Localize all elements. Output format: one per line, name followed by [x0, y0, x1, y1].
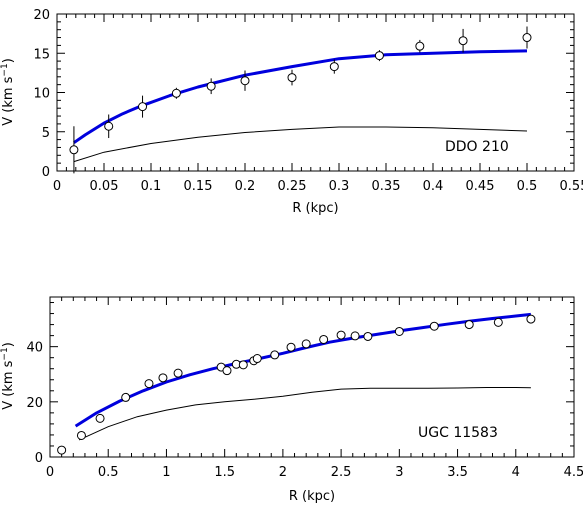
baryonic-curve: [73, 126, 528, 163]
data-point: [173, 368, 183, 378]
x-tick-label: 0: [53, 179, 61, 194]
data-point: [287, 73, 297, 83]
data-point: [493, 317, 503, 327]
x-tick-label: 0.55: [560, 179, 583, 194]
y-axis-title: V (km s−1): [0, 58, 16, 126]
x-tick-label: 1.5: [214, 465, 235, 480]
data-point: [319, 334, 329, 344]
x-tick-label: 0.45: [466, 179, 495, 194]
y-tick-label: 0: [42, 165, 50, 180]
data-point: [138, 102, 148, 112]
data-point: [240, 76, 250, 86]
data-point: [104, 121, 114, 131]
data-point: [522, 33, 532, 43]
data-point: [252, 354, 262, 364]
data-point: [144, 379, 154, 389]
data-point: [464, 320, 474, 330]
data-point: [69, 145, 79, 155]
x-tick-label: 0.3: [329, 179, 350, 194]
y-axis-title-close: ): [1, 58, 16, 63]
data-point: [374, 51, 384, 61]
x-tick-label: 0.2: [235, 179, 256, 194]
data-point: [121, 392, 131, 402]
data-point: [526, 314, 536, 324]
x-tick-label: 4.5: [564, 465, 583, 480]
galaxy-label: UGC 11583: [418, 425, 498, 441]
panel-ddo-210: 0 0.05 0.1 0.15 0.2 0.25 0.3 0.35 0.4 0.45 0.5 0.55…: [0, 8, 583, 216]
data-point: [415, 41, 425, 51]
y-tick-label: 40: [26, 341, 43, 356]
x-tick-label: 3.5: [447, 465, 468, 480]
y-tick-label: 0: [35, 451, 43, 466]
y-axis-title-close: ): [1, 342, 16, 347]
data-point: [336, 330, 346, 340]
y-tick-label: 5: [42, 126, 50, 141]
data-point: [429, 321, 439, 331]
panel-ugc-11583: 0 0.5 1 1.5 2 2.5 3 3.5 4 4.5 0 20 40 R (kpc) V (km s−…: [0, 296, 583, 504]
data-point: [76, 430, 86, 440]
data-point: [458, 36, 468, 46]
x-tick-label: 0.05: [90, 179, 119, 194]
x-tick-label: 0.1: [141, 179, 162, 194]
data-point: [329, 62, 339, 72]
data-point: [158, 373, 168, 383]
data-point: [222, 366, 232, 376]
data-point: [286, 342, 296, 352]
y-axis-title: V (km s−1): [0, 342, 16, 410]
model-fit-curve: [74, 312, 532, 428]
x-axis-title: R (kpc): [289, 489, 335, 504]
x-tick-label: 2.5: [331, 465, 352, 480]
data-point: [301, 339, 311, 349]
y-axis-title-main: V (km s: [1, 76, 16, 125]
x-tick-label: 1: [162, 465, 170, 480]
data-point: [350, 331, 360, 341]
y-axis-title-superscript: −1: [0, 347, 10, 360]
x-tick-label: 0.4: [423, 179, 444, 194]
x-tick-label: 2: [279, 465, 287, 480]
x-tick-label: 0.25: [278, 179, 307, 194]
x-tick-label: 0.15: [184, 179, 213, 194]
x-tick-label: 4: [512, 465, 520, 480]
plot-frame: [49, 296, 575, 458]
data-point: [95, 413, 105, 423]
y-tick-label: 20: [33, 8, 50, 23]
data-point: [238, 360, 248, 370]
galaxy-label: DDO 210: [445, 139, 509, 155]
data-point: [57, 445, 67, 455]
x-tick-label: 0.5: [517, 179, 538, 194]
y-axis-title-main: V (km s: [1, 360, 16, 409]
x-tick-label: 0.35: [372, 179, 401, 194]
baryonic-curve: [78, 387, 531, 441]
data-point: [171, 88, 181, 98]
x-axis-title: R (kpc): [292, 201, 338, 216]
data-point: [270, 350, 280, 360]
y-axis-title-superscript: −1: [0, 63, 10, 76]
x-tick-label: 0.5: [98, 465, 119, 480]
data-point: [363, 331, 373, 341]
data-point: [394, 326, 404, 336]
y-tick-label: 20: [26, 396, 43, 411]
model-fit-curve: [73, 49, 528, 144]
x-tick-label: 0: [46, 465, 54, 480]
data-point: [206, 81, 216, 91]
y-tick-label: 10: [33, 87, 50, 102]
y-tick-label: 15: [33, 47, 50, 62]
x-tick-label: 3: [395, 465, 403, 480]
